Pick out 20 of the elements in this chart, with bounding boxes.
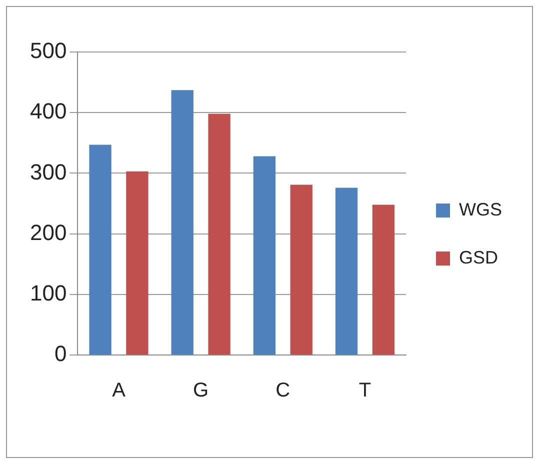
bar xyxy=(126,171,148,354)
bar xyxy=(253,156,276,354)
x-tick-label: C xyxy=(276,380,290,402)
y-tick-label: 400 xyxy=(30,98,67,124)
y-tick-label: 0 xyxy=(54,341,67,366)
bar xyxy=(290,184,312,354)
y-tick-label: 500 xyxy=(30,38,67,64)
bar xyxy=(171,90,194,354)
bar xyxy=(89,144,112,354)
bar xyxy=(208,114,230,354)
x-tick-label: T xyxy=(358,380,372,402)
legend-label: WGS xyxy=(459,199,502,220)
legend-label: GSD xyxy=(459,247,498,268)
bar xyxy=(372,204,395,354)
x-tick-label: G xyxy=(193,380,209,402)
y-tick-label: 100 xyxy=(30,280,67,306)
y-tick-label: 300 xyxy=(30,159,67,184)
bar xyxy=(335,188,358,354)
y-tick-label: 200 xyxy=(30,220,67,245)
x-tick-label: A xyxy=(112,380,126,402)
